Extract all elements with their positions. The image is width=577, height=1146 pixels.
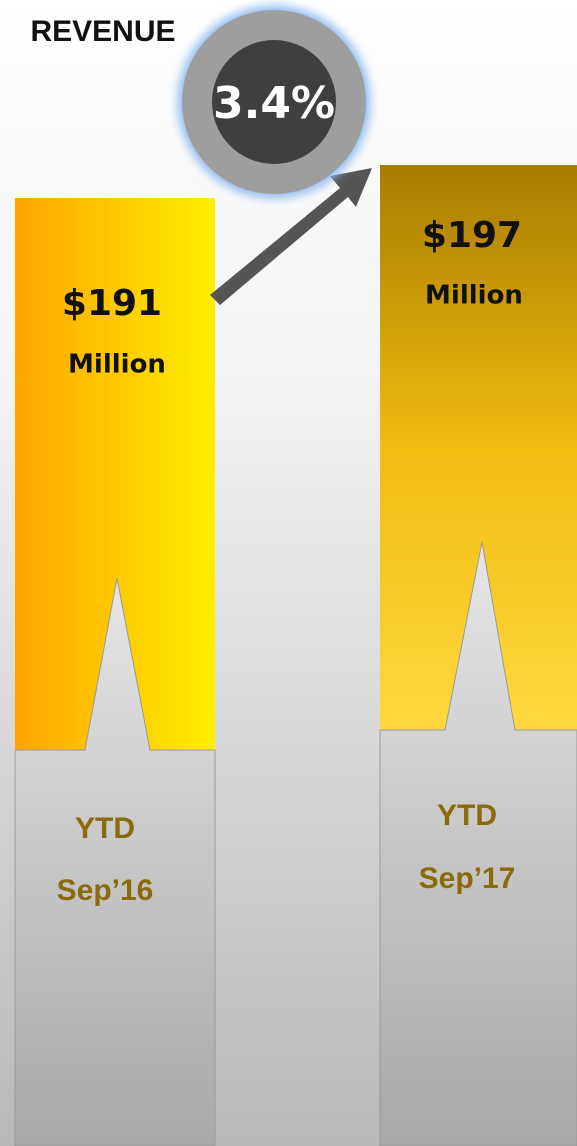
- arrow: [210, 168, 372, 305]
- unit: Million: [425, 281, 523, 311]
- grey-panel: [14, 577, 216, 1146]
- amount: $197: [422, 215, 522, 256]
- period: Sep’17: [419, 862, 516, 895]
- growth: 3.4%: [213, 78, 335, 129]
- period: YTD: [75, 812, 135, 845]
- period: Sep’16: [57, 874, 154, 907]
- badge: [212, 40, 336, 164]
- period: YTD: [437, 799, 497, 832]
- grey-panel: [379, 541, 577, 1146]
- unit: Million: [68, 350, 166, 380]
- title: REVENUE: [30, 15, 175, 48]
- amount: $191: [62, 283, 162, 324]
